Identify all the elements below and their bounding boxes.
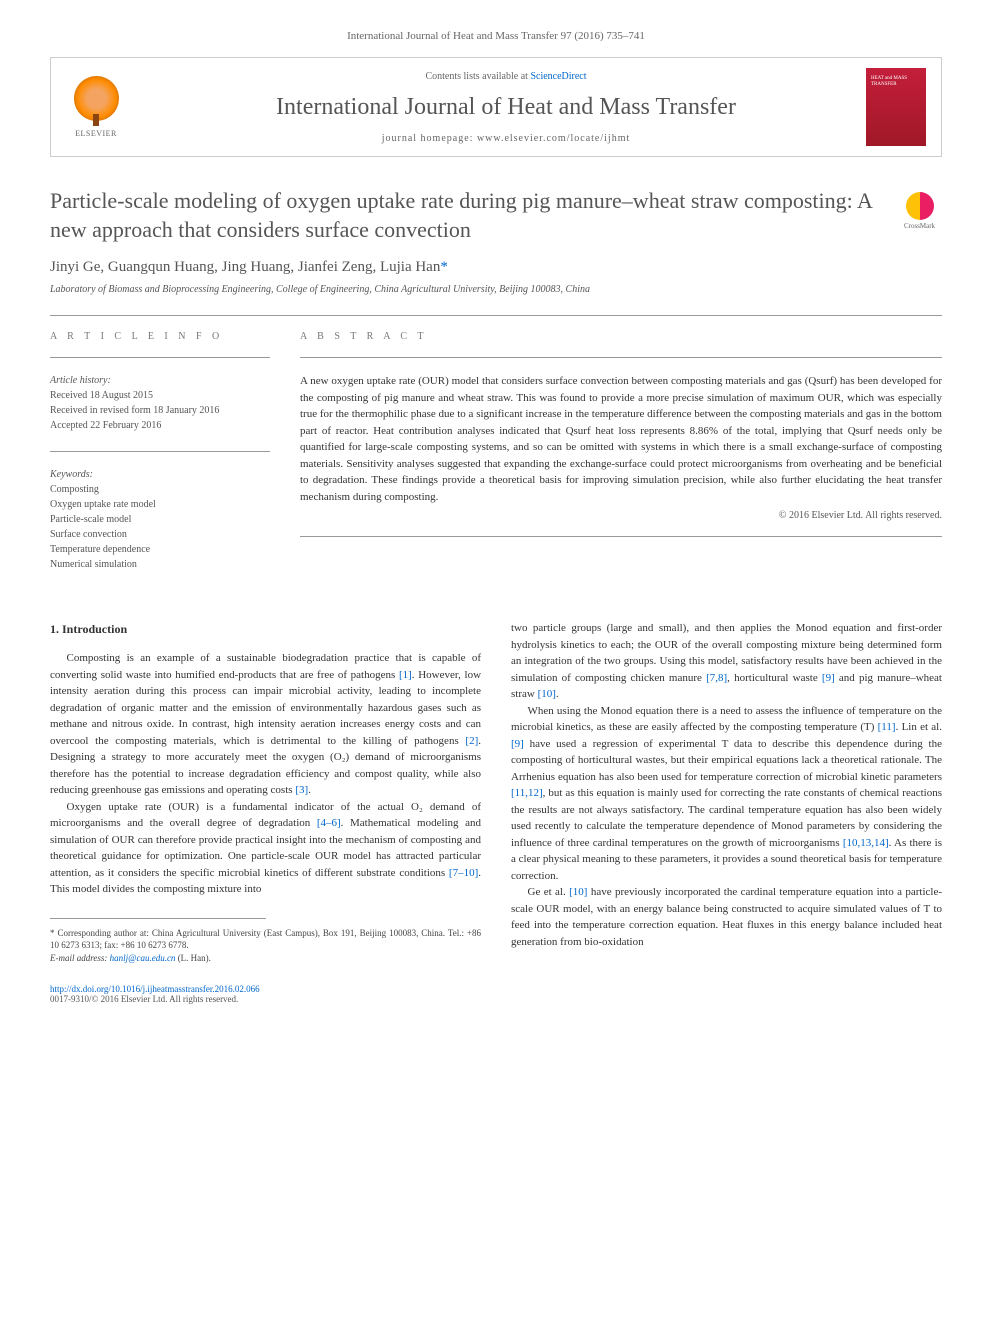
- journal-homepage: journal homepage: www.elsevier.com/locat…: [146, 133, 866, 144]
- revised-date: Received in revised form 18 January 2016: [50, 403, 270, 418]
- corr-address: * Corresponding author at: China Agricul…: [50, 927, 481, 952]
- ref-link[interactable]: [10]: [538, 688, 556, 700]
- info-abstract-row: A R T I C L E I N F O Article history: R…: [50, 331, 942, 590]
- intro-p3: two particle groups (large and small), a…: [511, 620, 942, 703]
- abstract-label: A B S T R A C T: [300, 331, 942, 342]
- body-right-column: two particle groups (large and small), a…: [511, 620, 942, 964]
- ref-link[interactable]: [10]: [569, 886, 587, 898]
- cover-text: HEAT and MASS TRANSFER: [871, 76, 921, 88]
- keywords-block: Keywords: Composting Oxygen uptake rate …: [50, 467, 270, 572]
- body-left-column: 1. Introduction Composting is an example…: [50, 620, 481, 964]
- intro-p5: Ge et al. [10] have previously incorpora…: [511, 884, 942, 950]
- crossmark-label: CrossMark: [904, 222, 935, 231]
- history-label: Article history:: [50, 373, 270, 388]
- affiliation: Laboratory of Biomass and Bioprocessing …: [50, 284, 942, 295]
- article-info-column: A R T I C L E I N F O Article history: R…: [50, 331, 270, 590]
- article-title: Particle-scale modeling of oxygen uptake…: [50, 187, 942, 244]
- ref-link[interactable]: [3]: [295, 784, 308, 796]
- received-date: Received 18 August 2015: [50, 388, 270, 403]
- intro-p4: When using the Monod equation there is a…: [511, 703, 942, 885]
- header-center: Contents lists available at ScienceDirec…: [146, 71, 866, 144]
- intro-heading: 1. Introduction: [50, 620, 481, 638]
- elsevier-logo[interactable]: ELSEVIER: [66, 75, 126, 140]
- journal-cover-thumbnail[interactable]: HEAT and MASS TRANSFER: [866, 68, 926, 146]
- ref-link[interactable]: [11,12]: [511, 787, 543, 799]
- journal-header-box: ELSEVIER Contents lists available at Sci…: [50, 57, 942, 157]
- ref-link[interactable]: [7–10]: [449, 867, 478, 879]
- keyword: Numerical simulation: [50, 557, 270, 572]
- keyword: Surface convection: [50, 527, 270, 542]
- journal-name: International Journal of Heat and Mass T…: [146, 94, 866, 121]
- elsevier-tree-icon: [74, 76, 119, 121]
- abstract-column: A B S T R A C T A new oxygen uptake rate…: [300, 331, 942, 590]
- homepage-url[interactable]: www.elsevier.com/locate/ijhmt: [477, 133, 630, 144]
- ref-link[interactable]: [7,8]: [706, 672, 727, 684]
- intro-p1: Composting is an example of a sustainabl…: [50, 650, 481, 799]
- divider: [50, 357, 270, 358]
- keyword: Temperature dependence: [50, 542, 270, 557]
- title-text: Particle-scale modeling of oxygen uptake…: [50, 188, 872, 242]
- corresponding-footnote: * Corresponding author at: China Agricul…: [50, 927, 481, 965]
- accepted-date: Accepted 22 February 2016: [50, 418, 270, 433]
- ref-link[interactable]: [10,13,14]: [843, 837, 889, 849]
- header-citation: International Journal of Heat and Mass T…: [50, 30, 942, 42]
- abstract-text: A new oxygen uptake rate (OUR) model tha…: [300, 373, 942, 505]
- ref-link[interactable]: [11]: [878, 721, 896, 733]
- ref-link[interactable]: [2]: [465, 735, 478, 747]
- ref-link[interactable]: [9]: [822, 672, 835, 684]
- crossmark-badge[interactable]: CrossMark: [897, 192, 942, 237]
- sciencedirect-link[interactable]: ScienceDirect: [530, 71, 586, 82]
- elsevier-text: ELSEVIER: [75, 129, 117, 138]
- issn-copyright: 0017-9310/© 2016 Elsevier Ltd. All right…: [50, 994, 942, 1004]
- divider: [50, 451, 270, 452]
- contents-prefix: Contents lists available at: [425, 71, 530, 82]
- divider: [300, 536, 942, 537]
- corr-email-line: E-mail address: hanlj@cau.edu.cn (L. Han…: [50, 952, 481, 965]
- article-history: Article history: Received 18 August 2015…: [50, 373, 270, 433]
- corresponding-marker: *: [440, 259, 448, 275]
- authors-names: Jinyi Ge, Guangqun Huang, Jing Huang, Ji…: [50, 259, 440, 275]
- intro-p2: Oxygen uptake rate (OUR) is a fundamenta…: [50, 799, 481, 898]
- homepage-prefix: journal homepage:: [382, 133, 477, 144]
- ref-link[interactable]: [1]: [399, 669, 412, 681]
- footnote-separator: [50, 918, 266, 919]
- email-suffix: (L. Han).: [175, 953, 211, 963]
- email-link[interactable]: hanlj@cau.edu.cn: [110, 953, 176, 963]
- keywords-label: Keywords:: [50, 467, 270, 482]
- authors-line: Jinyi Ge, Guangqun Huang, Jing Huang, Ji…: [50, 259, 942, 276]
- abstract-copyright: © 2016 Elsevier Ltd. All rights reserved…: [300, 510, 942, 521]
- keyword: Particle-scale model: [50, 512, 270, 527]
- ref-link[interactable]: [9]: [511, 738, 524, 750]
- article-info-label: A R T I C L E I N F O: [50, 331, 270, 342]
- divider: [50, 315, 942, 316]
- doi-link[interactable]: http://dx.doi.org/10.1016/j.ijheatmasstr…: [50, 984, 942, 994]
- body-columns: 1. Introduction Composting is an example…: [50, 620, 942, 964]
- crossmark-icon: [906, 192, 934, 220]
- email-label: E-mail address:: [50, 953, 110, 963]
- ref-link[interactable]: [4–6]: [317, 817, 341, 829]
- divider: [300, 357, 942, 358]
- keyword: Oxygen uptake rate model: [50, 497, 270, 512]
- keyword: Composting: [50, 482, 270, 497]
- contents-lists-line: Contents lists available at ScienceDirec…: [146, 71, 866, 82]
